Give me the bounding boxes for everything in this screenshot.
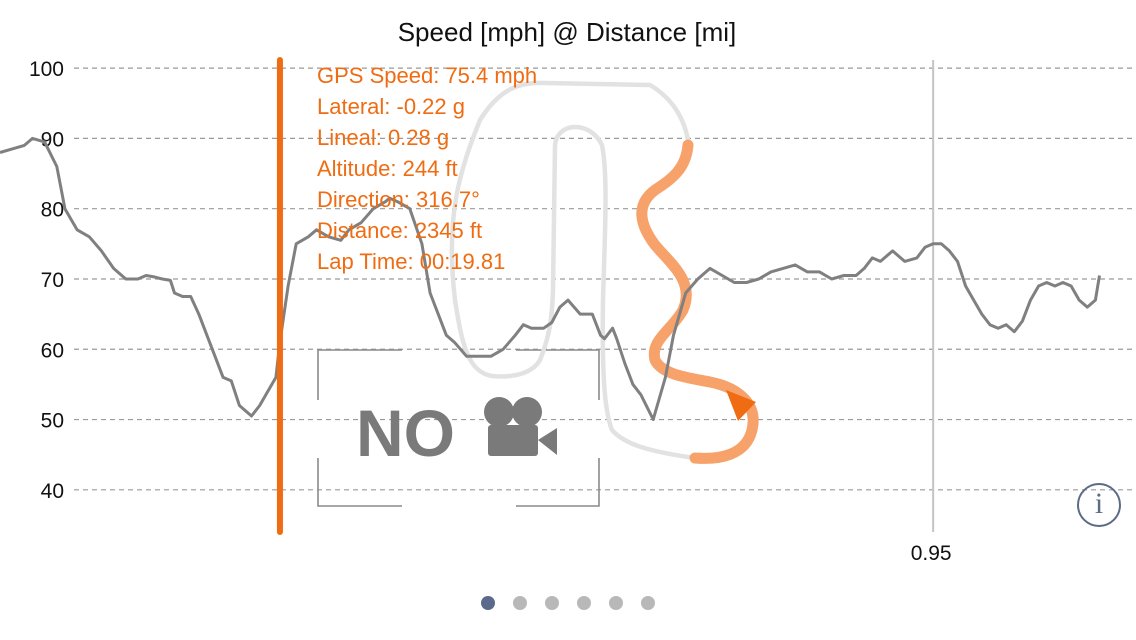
y-tick-label: 50: [41, 410, 64, 433]
y-tick-label: 60: [41, 339, 64, 362]
x-axis: 0.95: [911, 60, 952, 565]
readout-line: Altitude: 244 ft: [317, 156, 458, 181]
readout-line: Lineal: 0.28 g: [317, 125, 449, 150]
page-indicator: [0, 596, 1136, 612]
page-dot[interactable]: [481, 596, 495, 610]
y-tick-label: 80: [41, 199, 64, 222]
page-dot[interactable]: [513, 596, 527, 610]
no-video-label: NO: [356, 396, 455, 470]
video-camera-icon: [484, 397, 557, 456]
y-tick-labels: 40 50 60 70 80 90 100: [29, 58, 64, 503]
y-tick-label: 90: [41, 128, 64, 151]
readout-line: GPS Speed: 75.4 mph: [317, 63, 537, 88]
page-dot[interactable]: [545, 596, 559, 610]
x-tick-label: 0.95: [911, 542, 952, 565]
page-dot[interactable]: [641, 596, 655, 610]
readout-line: Lateral: -0.22 g: [317, 94, 465, 119]
speed-series-line: [0, 136, 1101, 421]
y-tick-label: 100: [29, 58, 64, 81]
page-dot[interactable]: [609, 596, 623, 610]
track-direction-arrow: [726, 390, 756, 421]
y-tick-label: 40: [41, 480, 64, 503]
page-dot[interactable]: [577, 596, 591, 610]
y-tick-label: 70: [41, 269, 64, 292]
readout-line: Lap Time: 00:19.81: [317, 249, 505, 274]
track-map: [449, 80, 759, 464]
readout-line: Direction: 316.7°: [317, 187, 480, 212]
chart-title: Speed [mph] @ Distance [mi]: [398, 17, 737, 47]
info-button[interactable]: i: [1077, 483, 1121, 527]
readout-line: Distance: 2345 ft: [317, 218, 482, 243]
readout-panel: GPS Speed: 75.4 mph Lateral: -0.22 g Linea…: [317, 63, 537, 274]
